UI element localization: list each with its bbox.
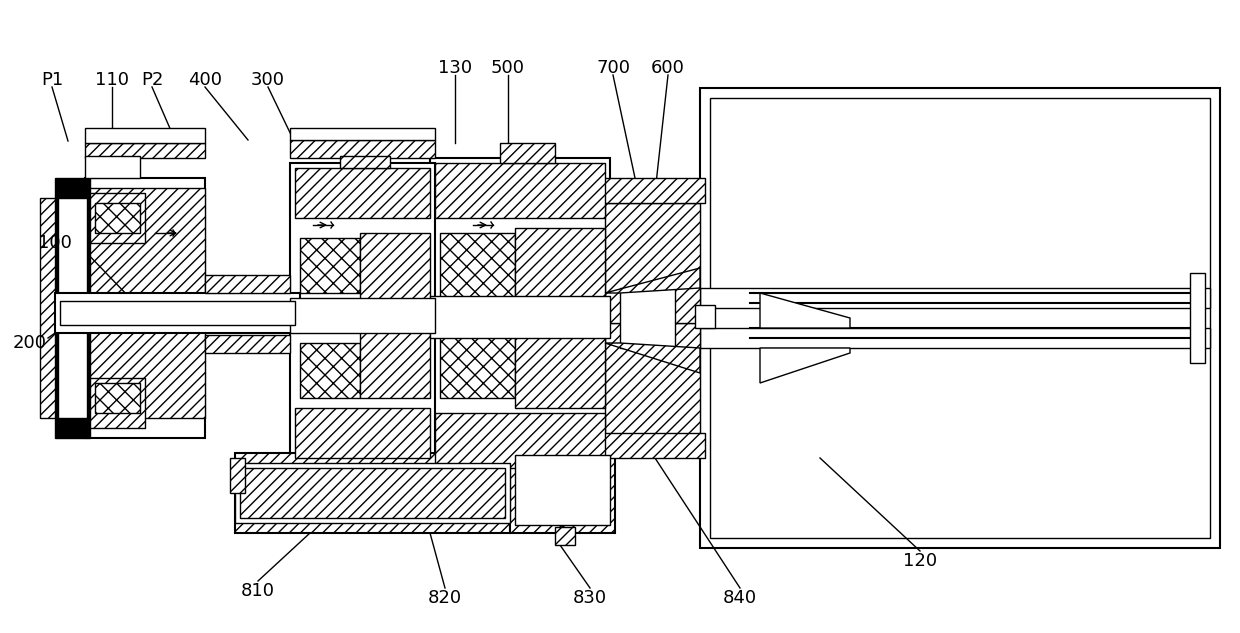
Bar xyxy=(1190,273,1205,363)
Bar xyxy=(430,158,610,478)
Bar xyxy=(91,193,145,243)
Text: 700: 700 xyxy=(596,59,630,77)
Bar xyxy=(580,433,706,458)
Bar xyxy=(86,178,205,438)
Text: 130: 130 xyxy=(438,59,472,77)
Bar xyxy=(701,88,1220,548)
Text: 840: 840 xyxy=(723,589,758,607)
Text: 830: 830 xyxy=(573,589,608,607)
Bar xyxy=(86,128,205,143)
Bar xyxy=(711,98,1210,538)
Bar xyxy=(440,298,605,333)
Polygon shape xyxy=(760,293,849,328)
Bar xyxy=(290,140,435,158)
Bar xyxy=(430,296,610,338)
Bar xyxy=(86,156,140,178)
Bar xyxy=(55,178,91,438)
Polygon shape xyxy=(605,343,701,373)
Bar xyxy=(360,233,430,398)
Bar xyxy=(440,233,515,298)
Bar xyxy=(86,188,205,418)
Bar xyxy=(515,228,605,408)
Bar xyxy=(500,143,556,163)
Bar xyxy=(290,163,435,463)
Bar xyxy=(295,408,430,458)
Bar xyxy=(229,458,246,493)
Text: 810: 810 xyxy=(241,582,275,600)
Bar xyxy=(55,293,300,333)
Bar xyxy=(205,335,290,353)
Bar xyxy=(95,383,140,413)
Text: P2: P2 xyxy=(141,71,164,89)
Bar xyxy=(236,463,510,523)
Bar xyxy=(236,453,510,533)
Bar xyxy=(340,156,391,168)
Text: 500: 500 xyxy=(491,59,525,77)
Bar xyxy=(300,343,360,398)
Bar xyxy=(580,178,706,203)
Text: P1: P1 xyxy=(41,71,63,89)
Bar xyxy=(290,298,435,333)
Bar xyxy=(605,203,701,323)
Bar xyxy=(290,128,435,140)
Bar xyxy=(295,168,430,218)
Bar xyxy=(40,198,60,418)
Bar xyxy=(510,448,615,533)
Text: 300: 300 xyxy=(250,71,285,89)
Bar xyxy=(556,527,575,545)
Bar xyxy=(58,198,87,418)
Text: 600: 600 xyxy=(651,59,684,77)
Bar xyxy=(435,413,605,468)
Bar xyxy=(300,238,360,293)
Bar xyxy=(701,288,1210,308)
Polygon shape xyxy=(605,268,701,293)
Bar xyxy=(60,301,295,325)
Bar xyxy=(435,163,605,218)
Bar xyxy=(620,288,675,348)
Text: 100: 100 xyxy=(38,234,72,252)
Polygon shape xyxy=(760,348,849,383)
Bar xyxy=(694,305,715,328)
Bar xyxy=(701,328,1210,348)
Bar xyxy=(605,323,701,443)
Bar xyxy=(440,333,515,398)
Bar xyxy=(95,203,140,233)
Bar xyxy=(205,275,290,293)
Text: 120: 120 xyxy=(903,552,937,570)
Bar xyxy=(91,378,145,428)
Bar xyxy=(241,468,505,518)
Text: 820: 820 xyxy=(428,589,463,607)
Text: 200: 200 xyxy=(12,334,47,352)
Text: 110: 110 xyxy=(95,71,129,89)
Bar xyxy=(515,455,610,525)
Bar xyxy=(86,143,205,158)
Text: 400: 400 xyxy=(188,71,222,89)
